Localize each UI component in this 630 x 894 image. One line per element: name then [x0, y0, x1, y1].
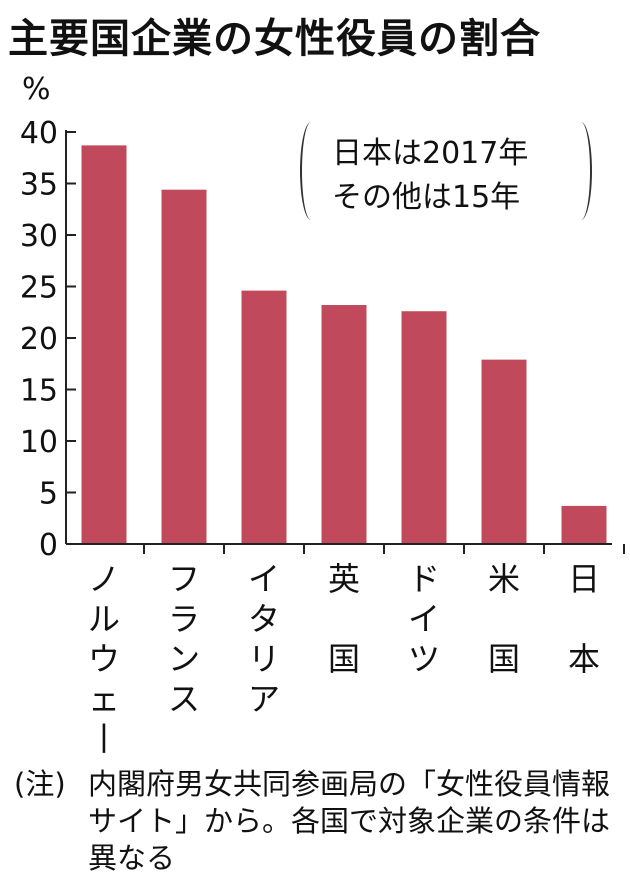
y-tick-label-1: 5: [39, 477, 58, 512]
note-line-1: 日本は2017年: [332, 136, 529, 171]
chart-title: 主要国企業の女性役員の割合: [8, 16, 541, 62]
bar-3: [321, 305, 367, 544]
y-tick-label-0: 0: [39, 528, 58, 563]
y-tick-label-4: 20: [20, 322, 58, 357]
bar-6: [561, 505, 607, 544]
category-label-3: 英国: [328, 560, 360, 678]
category-label-0: ノルウェ丨: [88, 560, 120, 758]
note-left-paren: [300, 122, 322, 220]
y-tick-label-3: 15: [20, 374, 58, 409]
category-label-4: ドイツ: [408, 560, 440, 678]
y-tick-label-2: 10: [20, 425, 58, 460]
bar-4: [401, 311, 447, 544]
category-label-5: 米国: [488, 560, 520, 678]
bar-2: [241, 290, 287, 544]
bar-0: [81, 145, 127, 544]
category-label-6: 日本: [568, 560, 600, 678]
y-tick-label-6: 30: [20, 219, 58, 254]
category-label-1: フランス: [168, 560, 200, 718]
note-right-paren: [570, 122, 592, 220]
category-label-2: イタリア: [248, 560, 280, 718]
y-tick-label-5: 25: [20, 271, 58, 306]
y-tick-label-7: 35: [20, 168, 58, 203]
year-note: 日本は2017年 その他は15年: [300, 122, 592, 222]
bar-1: [161, 189, 207, 544]
footnote-text: 内閣府男女共同参画局の「女性役員情報サイト」から。各国で対象企業の条件は異なる: [88, 767, 611, 875]
bar-5: [481, 359, 527, 544]
y-tick-label-8: 40: [20, 116, 58, 151]
y-unit-label: %: [22, 72, 51, 107]
note-line-2: その他は15年: [332, 180, 521, 215]
footnote-prefix: (注): [14, 767, 66, 801]
